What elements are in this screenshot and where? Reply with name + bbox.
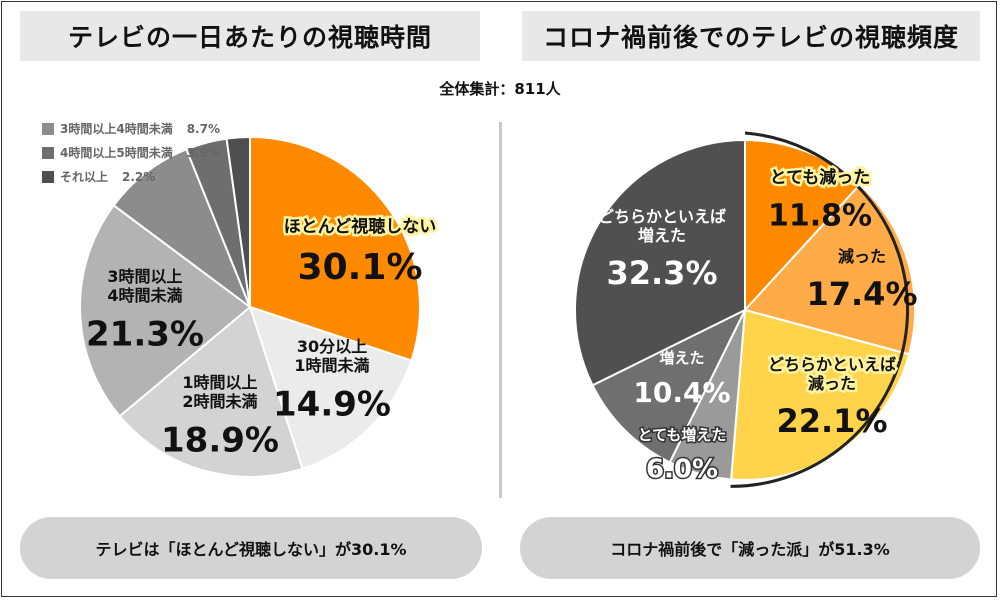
legend-pct: 8.7% [186,121,220,136]
left-chart-title: テレビの一日あたりの視聴時間 [20,11,480,61]
legend-label: 3時間以上4時間未満 [60,122,173,136]
legend-item: 4時間以上5時間未満 3.9% [42,144,220,161]
legend-label: 4時間以上5時間未満 [60,146,173,160]
legend-swatch [42,122,54,135]
legend-item: 3時間以上4時間未満 8.7% [42,120,220,137]
left-summary-pill: テレビは「ほとんど視聴しない」が30.1% [20,517,482,579]
pie-slice [112,148,253,310]
slice-value: 11.8% [768,199,872,234]
pie-slice [744,138,862,313]
slice-value: 30.1% [298,247,423,288]
slice-label: 減った [838,247,886,266]
legend-label: それ以上 [60,170,109,184]
slice-label: 1時間未満 [294,356,369,375]
pie-slice [730,308,911,481]
slice-value: 14.9% [273,385,391,425]
slice-label: ほとんど視聴しない [284,216,437,237]
slice-label: 増えた [638,226,686,245]
legend-swatch [42,170,54,183]
slice-label: 4時間未満 [107,286,182,305]
slice-label: 2時間未満 [182,392,257,411]
slice-label: 増えた [659,349,704,367]
right-chart-title: コロナ禍前後でのテレビの視聴頻度 [522,11,980,61]
legend-pct: 3.9% [186,145,220,160]
slice-label: とても減った [770,167,871,188]
slice-label: 減った [808,374,856,393]
slice-value: 10.4% [633,376,730,409]
pie-slice [591,307,748,464]
center-divider [499,122,502,498]
legend-pct: 2.2% [122,169,156,184]
pie-slice [249,135,421,362]
pie-slice [79,203,252,418]
slice-value: 21.3% [86,315,204,355]
slice-value: 32.3% [606,254,717,292]
slice-value: 6.0% [646,455,718,485]
legend-swatch [42,146,54,159]
legend-item: それ以上 2.2% [42,168,155,185]
pie-slice [743,183,916,356]
slice-value: 18.9% [161,421,279,461]
slice-label: 30分以上 [297,337,367,356]
decreased-group-arc [730,131,910,488]
pie-slice [225,135,251,308]
slice-label: 3時間以上 [107,267,182,286]
slice-label: どちらかといえば [768,355,896,374]
right-summary-pill: コロナ禍前後で「減った派」が51.3% [520,517,980,579]
total-respondents: 全体集計：811人 [439,80,561,98]
slice-label: どちらかといえば [598,207,726,226]
slice-value: 17.4% [806,275,917,313]
slice-label: 1時間以上 [182,373,257,392]
slice-label: とても増えた [638,426,727,444]
pie-slice [574,138,746,387]
pie-slice [118,305,304,478]
slice-value: 22.1% [776,402,887,440]
